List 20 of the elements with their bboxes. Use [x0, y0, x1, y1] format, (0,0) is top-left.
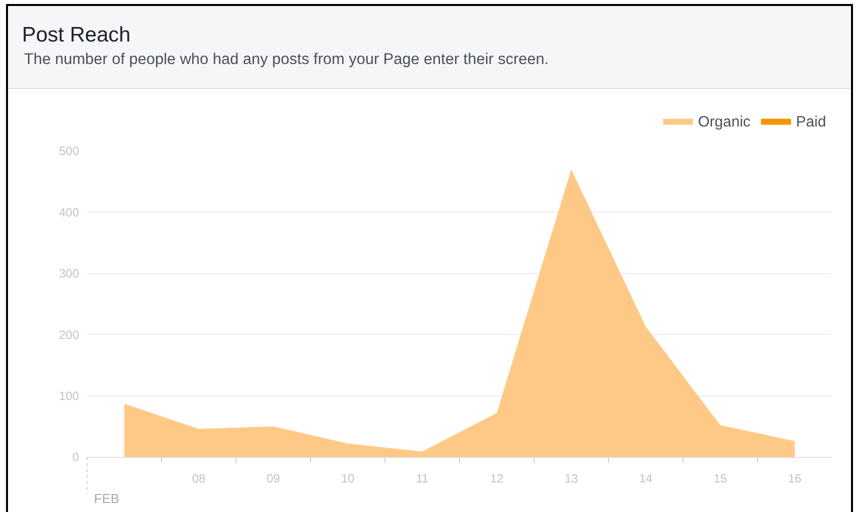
- x-tick-label: 13: [564, 471, 578, 486]
- y-tick-label: 300: [58, 266, 80, 281]
- y-tick-label: 0: [72, 450, 80, 464]
- x-tick-label: 09: [266, 471, 280, 486]
- y-tick-label: 200: [58, 328, 80, 342]
- x-tick-label: 16: [788, 471, 802, 486]
- x-tick-label: 15: [714, 471, 728, 486]
- legend-label: Organic: [698, 114, 752, 131]
- x-tick-label: 08: [192, 471, 206, 486]
- x-tick-label: 10: [341, 471, 355, 486]
- y-tick-label: 500: [58, 144, 80, 158]
- text: FEB: [94, 491, 120, 506]
- legend-label: Paid: [796, 114, 826, 131]
- x-tick-label: 11: [416, 471, 429, 486]
- chart-subtitle: The number of people who had any posts from your Page enter their screen.: [24, 51, 549, 68]
- y-tick-label: 100: [58, 389, 80, 403]
- y-tick-label: 400: [58, 205, 80, 220]
- x-tick-label: 12: [490, 471, 504, 486]
- x-tick-label: 14: [639, 471, 653, 486]
- chart-title: Post Reach: [22, 23, 131, 46]
